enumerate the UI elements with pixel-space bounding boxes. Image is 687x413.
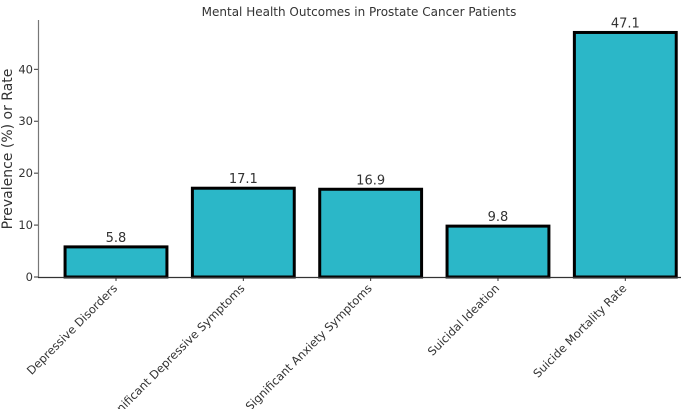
data-label: 9.8 — [488, 210, 509, 225]
x-tick-label: Depressive Disorders — [24, 281, 120, 377]
y-tick-label: 10 — [18, 218, 33, 232]
bar — [318, 187, 424, 279]
bar — [445, 224, 551, 279]
bar — [190, 186, 296, 279]
data-label: 17.1 — [229, 172, 258, 187]
y-tick-label: 40 — [18, 62, 33, 76]
bar — [63, 245, 169, 279]
y-tick-label: 30 — [18, 114, 33, 128]
data-label: 5.8 — [106, 231, 127, 246]
bar — [572, 30, 678, 279]
y-tick-label: 0 — [26, 270, 33, 284]
data-label: 16.9 — [356, 173, 385, 188]
data-label: 47.1 — [611, 16, 640, 31]
x-tick-label: Significant Depressive Symptoms — [101, 281, 248, 409]
x-tick-label: Suicidal Ideation — [425, 281, 502, 358]
x-tick-label: Suicide Mortality Rate — [530, 281, 629, 380]
chart-title: Mental Health Outcomes in Prostate Cance… — [202, 5, 517, 19]
y-axis-label: Prevalence (%) or Rate — [0, 69, 16, 230]
x-tick-label: Significant Anxiety Symptoms — [243, 281, 375, 409]
y-tick-label: 20 — [18, 166, 33, 180]
